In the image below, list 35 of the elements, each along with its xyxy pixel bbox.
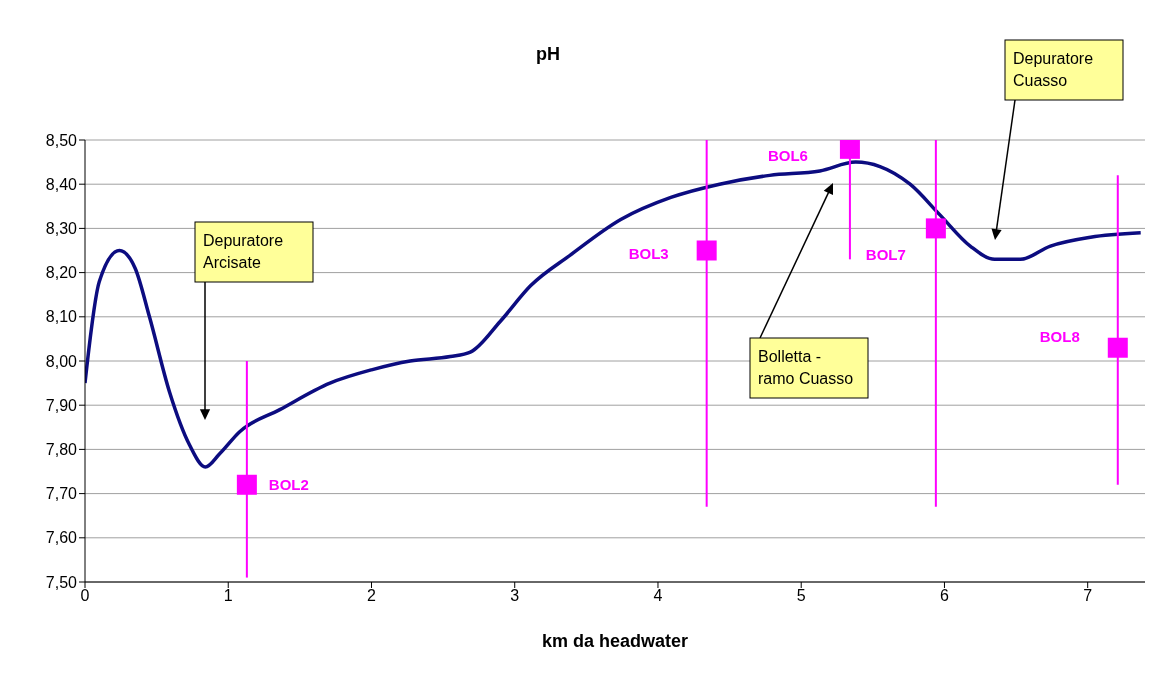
y-tick-label: 7,50 [45, 573, 78, 591]
text: Depuratore Cuasso [1013, 50, 1094, 89]
annotation: Depuratore Arcisate [203, 232, 284, 271]
x-tick-label: 5 [796, 587, 806, 605]
y-tick-label: 7,80 [45, 441, 78, 459]
x-tick-label: 2 [367, 587, 377, 605]
x-tick-label: 0 [80, 587, 90, 605]
y-tick-label: 7,90 [45, 396, 78, 414]
point [1107, 337, 1128, 358]
y-tick-label: 8,10 [45, 308, 78, 326]
x-tick-label: 3 [510, 587, 520, 605]
annotation: Bolletta - ramo Cuasso [758, 348, 854, 387]
y-tick-label: 7,60 [45, 529, 78, 547]
y-tick-label: 8,50 [45, 131, 78, 149]
point [925, 218, 946, 239]
point [236, 474, 257, 495]
series-label: BOL8 [1039, 327, 1080, 345]
y-tick-label: 8,30 [45, 220, 78, 238]
series-label: BOL7 [865, 246, 906, 264]
series-label: BOL3 [628, 244, 669, 262]
x-tick-label: 6 [940, 587, 950, 605]
x-axis-title: km da headwater [541, 631, 689, 651]
x-tick-label: 7 [1083, 587, 1093, 605]
point [696, 240, 717, 261]
line-series [85, 160, 1143, 469]
series-label: BOL2 [268, 475, 309, 493]
x-tick-label: 1 [223, 587, 233, 605]
y-tick-label: 8,40 [45, 175, 78, 193]
x-tick-label: 4 [653, 587, 663, 605]
y-tick-label: 8,00 [45, 352, 78, 370]
y-tick-label: 7,70 [45, 485, 78, 503]
point [839, 140, 860, 159]
y-tick-label: 8,20 [45, 264, 78, 282]
chart-title: pH [536, 44, 560, 64]
text: BOL6 [767, 146, 808, 164]
